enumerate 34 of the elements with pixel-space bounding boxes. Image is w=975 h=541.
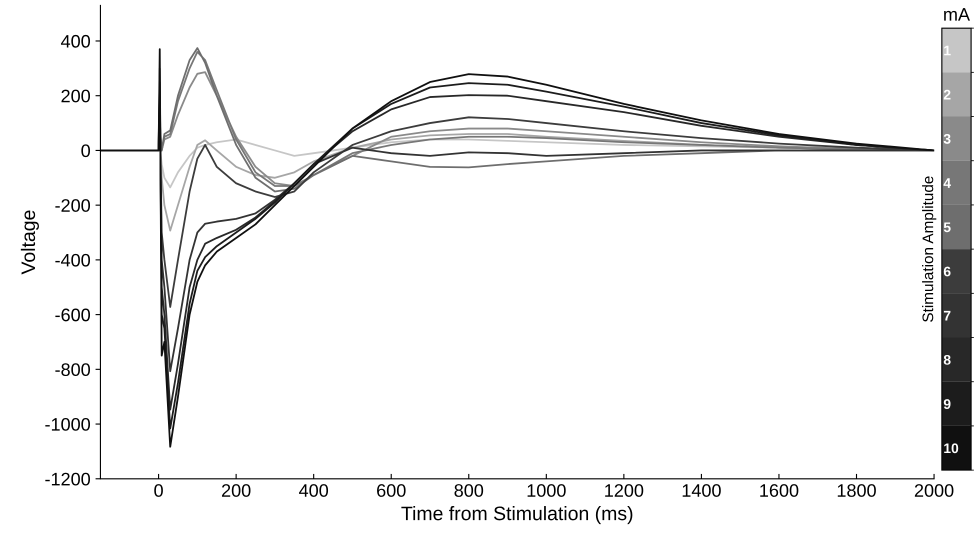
x-tick-label: 600 <box>377 484 406 497</box>
y-tick-label: -1000 <box>45 418 90 431</box>
x-tick-label: 1600 <box>760 484 798 497</box>
x-tick-label: 1200 <box>605 484 644 497</box>
y-tick-label: -400 <box>55 254 90 267</box>
x-tick-label: 1400 <box>682 484 721 497</box>
x-tick-label: 2000 <box>914 484 954 497</box>
text: mA <box>944 8 970 21</box>
color-bar-label: 5 <box>944 222 951 232</box>
y-tick-label: 200 <box>61 90 90 102</box>
x-tick-label: 800 <box>454 484 484 497</box>
x-tick-label: 200 <box>222 484 250 497</box>
x-axis-title: Time from Stimulation (ms) <box>401 506 632 524</box>
color-bar-label: 3 <box>944 134 951 144</box>
color-bar-title: Stimulation Amplitude <box>922 176 936 322</box>
y-tick-label: -600 <box>55 308 90 322</box>
x-tick-label: 1800 <box>838 484 876 497</box>
x-tick-label: 400 <box>299 484 328 497</box>
color-bar-label: 2 <box>944 90 950 100</box>
x-tick-label: 1000 <box>528 484 566 497</box>
color-bar-label: 6 <box>944 266 951 276</box>
x-tick-label: 0 <box>154 484 163 497</box>
color-bar-label: 10 <box>944 443 958 454</box>
y-axis-title: Voltage <box>20 210 39 274</box>
color-bar-label: 9 <box>944 399 951 409</box>
color-bar-label: 1 <box>944 46 951 56</box>
color-bar-label: 8 <box>944 354 951 365</box>
y-tick-label: -200 <box>55 199 90 212</box>
y-tick-label: -1200 <box>45 472 90 486</box>
color-bar-label: 7 <box>944 310 950 320</box>
y-tick-label: -800 <box>55 363 90 376</box>
color-bar-label: 4 <box>944 178 951 188</box>
y-tick-label: 400 <box>60 34 90 48</box>
y-tick-label: 0 <box>81 144 90 158</box>
